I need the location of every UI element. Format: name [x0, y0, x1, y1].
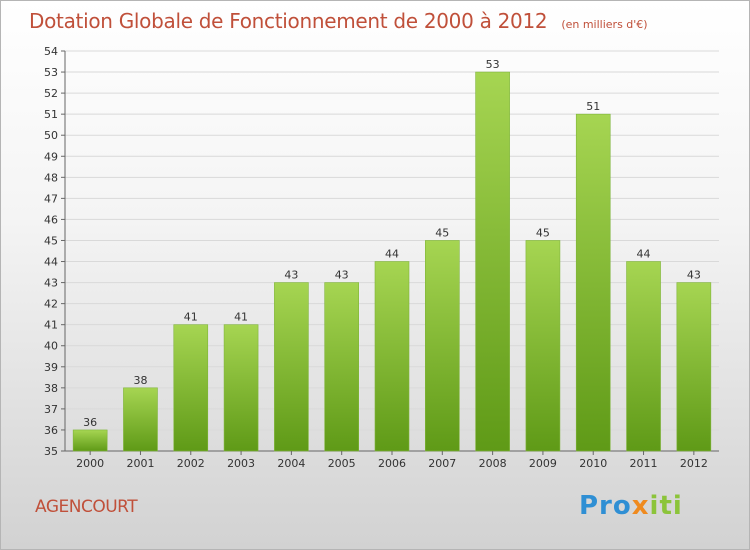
logo-part-1: Pro	[579, 491, 632, 521]
data-label-2002: 41	[184, 311, 198, 324]
y-tick-label: 49	[44, 150, 58, 163]
y-tick-label: 39	[44, 361, 58, 374]
bars: 36 38 41 41 43 43 44 45 53 45 51 44 43	[72, 58, 712, 452]
data-label-2004: 43	[284, 269, 298, 282]
data-label-2009: 45	[536, 226, 550, 239]
x-tick-label-2005: 2005	[328, 457, 356, 470]
x-tick-label-2000: 2000	[76, 457, 104, 470]
proxiti-logo: Proxiti	[579, 491, 683, 521]
data-label-2001: 38	[133, 374, 147, 387]
bar-2003	[223, 324, 259, 452]
y-tick-label: 35	[44, 445, 58, 458]
data-label-2010: 51	[586, 100, 600, 113]
data-label-2006: 44	[385, 248, 399, 261]
chart-title-text: Dotation Globale de Fonctionnement de 20…	[29, 9, 548, 33]
bar-2002	[173, 324, 209, 452]
x-tick-label-2006: 2006	[378, 457, 406, 470]
x-tick-label-2010: 2010	[579, 457, 607, 470]
y-tick-label: 46	[44, 213, 58, 226]
x-tick-label-2004: 2004	[277, 457, 305, 470]
y-tick-label: 41	[44, 319, 58, 332]
y-tick-label: 47	[44, 192, 58, 205]
bar-2004	[274, 282, 309, 452]
x-axis: 2000 2001 2002 2003 2004 2005 2006 2007 2008 2009…	[76, 451, 708, 470]
bar-2011	[626, 261, 661, 452]
chart-unit: (en milliers d'€)	[561, 18, 648, 31]
bar-2009	[525, 240, 561, 452]
y-tick-label: 38	[44, 382, 58, 395]
data-label-2000: 36	[83, 416, 97, 429]
y-tick-label: 50	[44, 129, 58, 142]
y-tick-label: 42	[44, 298, 58, 311]
bar-2010	[575, 113, 611, 452]
x-tick-label-2002: 2002	[177, 457, 205, 470]
data-label-2008: 53	[486, 58, 500, 71]
commune-name: AGENCOURT	[35, 497, 138, 517]
bar-2012	[676, 282, 712, 452]
y-tick-label: 52	[44, 87, 58, 100]
bar-2007	[425, 240, 460, 452]
logo-part-3: iti	[649, 491, 683, 521]
y-tick-label: 48	[44, 171, 58, 184]
bar-2005	[324, 282, 359, 452]
x-tick-label-2001: 2001	[126, 457, 154, 470]
bar-2008	[475, 71, 510, 452]
y-tick-label: 37	[44, 403, 58, 416]
x-tick-label-2008: 2008	[479, 457, 507, 470]
y-tick-label: 54	[44, 45, 58, 58]
y-tick-label: 45	[44, 234, 58, 247]
bar-2006	[374, 261, 410, 452]
y-tick-label: 40	[44, 340, 58, 353]
y-tick-label: 44	[44, 256, 58, 269]
y-tick-label: 36	[44, 424, 58, 437]
x-tick-label-2012: 2012	[680, 457, 708, 470]
x-tick-label-2011: 2011	[630, 457, 658, 470]
x-tick-label-2003: 2003	[227, 457, 255, 470]
bar-2000	[72, 429, 108, 452]
y-tick-label: 53	[44, 66, 58, 79]
y-tick-label: 51	[44, 108, 58, 121]
y-tick-label: 43	[44, 277, 58, 290]
data-label-2003: 41	[234, 311, 248, 324]
data-label-2012: 43	[687, 269, 701, 282]
x-tick-label-2009: 2009	[529, 457, 557, 470]
x-tick-label-2007: 2007	[428, 457, 456, 470]
chart-title: Dotation Globale de Fonctionnement de 20…	[29, 9, 648, 33]
data-label-2007: 45	[435, 226, 449, 239]
logo-part-2: x	[631, 491, 650, 521]
data-label-2011: 44	[637, 248, 651, 261]
bar-2001	[123, 387, 158, 452]
data-label-2005: 43	[335, 269, 349, 282]
